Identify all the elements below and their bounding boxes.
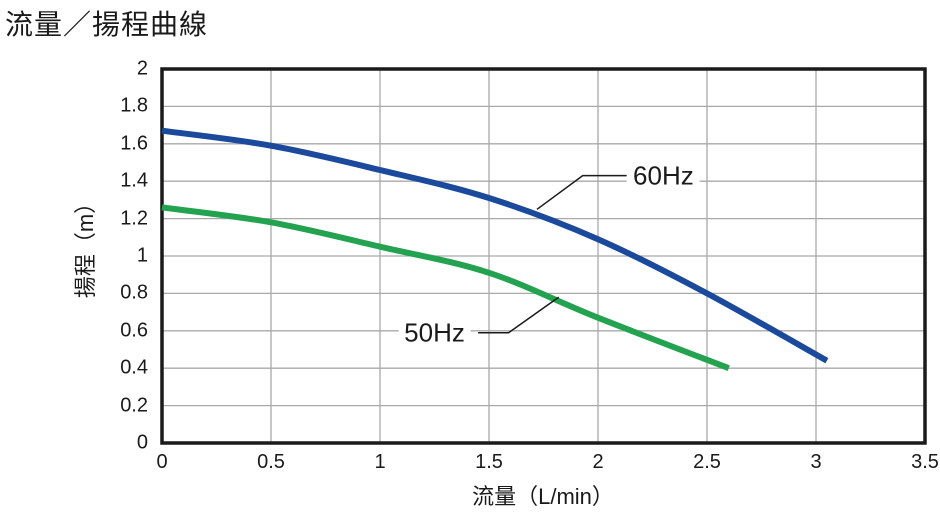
y-tick-label-2: 2	[136, 57, 148, 80]
x-tick-label-3: 3	[810, 451, 822, 473]
y-tick-label-0.4: 0.4	[120, 356, 148, 379]
series-label-50hz: 50Hz	[398, 316, 471, 350]
chart-title: 流量／揚程曲線	[5, 9, 209, 40]
x-tick-label-0.5: 0.5	[257, 451, 285, 473]
series-curve-60hz	[161, 127, 829, 364]
x-tick-label-0: 0	[156, 451, 168, 473]
y-tick-label-1.2: 1.2	[120, 207, 148, 230]
x-tick-label-1.5: 1.5	[475, 451, 503, 473]
y-axis-label: 揚程（m）	[73, 191, 98, 299]
plot-border	[160, 67, 927, 445]
series-curve-50hz	[161, 204, 730, 371]
x-tick-label-1: 1	[374, 451, 386, 473]
leader-line-60hz	[536, 174, 631, 210]
y-tick-label-0.2: 0.2	[120, 394, 148, 417]
y-tick-label-1.8: 1.8	[120, 94, 148, 117]
leader-line-50hz	[478, 296, 560, 334]
x-axis-label: 流量（L/min）	[472, 484, 614, 509]
y-tick-label-1.6: 1.6	[120, 132, 148, 155]
y-tick-label-1.4: 1.4	[120, 169, 148, 192]
y-tick-label-0.8: 0.8	[120, 281, 148, 304]
y-tick-label-1: 1	[136, 244, 148, 267]
series-label-60hz: 60Hz	[627, 159, 700, 193]
x-tick-label-2.5: 2.5	[693, 451, 721, 473]
x-tick-label-3.5: 3.5	[911, 451, 939, 473]
y-tick-label-0: 0	[136, 431, 148, 454]
y-tick-label-0.6: 0.6	[120, 319, 148, 342]
x-tick-label-2: 2	[592, 451, 604, 473]
